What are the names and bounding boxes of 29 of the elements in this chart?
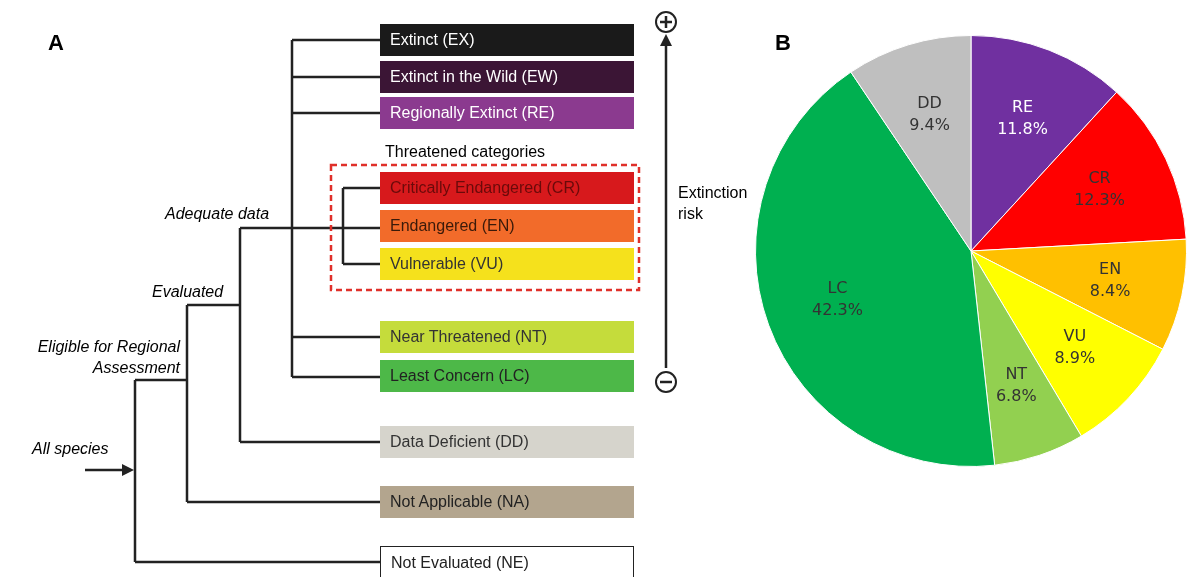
text: Extinction risk — [678, 183, 749, 224]
text: A — [48, 30, 64, 56]
slice-label: NT — [1005, 363, 1028, 383]
slice-label: CR — [1088, 168, 1111, 188]
data-label: 12.3% — [1074, 190, 1125, 210]
text: Regionally Extinct (RE) — [380, 97, 634, 129]
text: Not Evaluated (NE) — [380, 546, 634, 577]
text: Not Applicable (NA) — [380, 486, 634, 518]
text: Data Deficient (DD) — [380, 426, 634, 458]
text: Endangered (EN) — [380, 210, 634, 242]
text: Least Concern (LC) — [380, 360, 634, 392]
text: Critically Endangered (CR) — [380, 172, 634, 204]
slice-label: DD — [917, 93, 942, 113]
slice-label: VU — [1063, 326, 1087, 346]
slice-label: EN — [1099, 258, 1122, 278]
data-label: 11.8% — [997, 118, 1048, 138]
data-label: 9.4% — [909, 115, 950, 135]
text: Near Threatened (NT) — [380, 321, 634, 353]
text: Vulnerable (VU) — [380, 248, 634, 280]
slice-label: RE — [1011, 96, 1034, 116]
text: Threatened categories — [385, 143, 546, 161]
data-label: 42.3% — [812, 300, 863, 320]
chart-title: B — [775, 30, 791, 56]
data-label: 8.9% — [1054, 348, 1096, 368]
slice-label: LC — [827, 278, 848, 298]
text: Extinct in the Wild (EW) — [380, 61, 634, 93]
data-label: 8.4% — [1089, 280, 1131, 300]
text: Extinct (EX) — [380, 24, 634, 56]
data-label: 6.8% — [995, 385, 1037, 405]
